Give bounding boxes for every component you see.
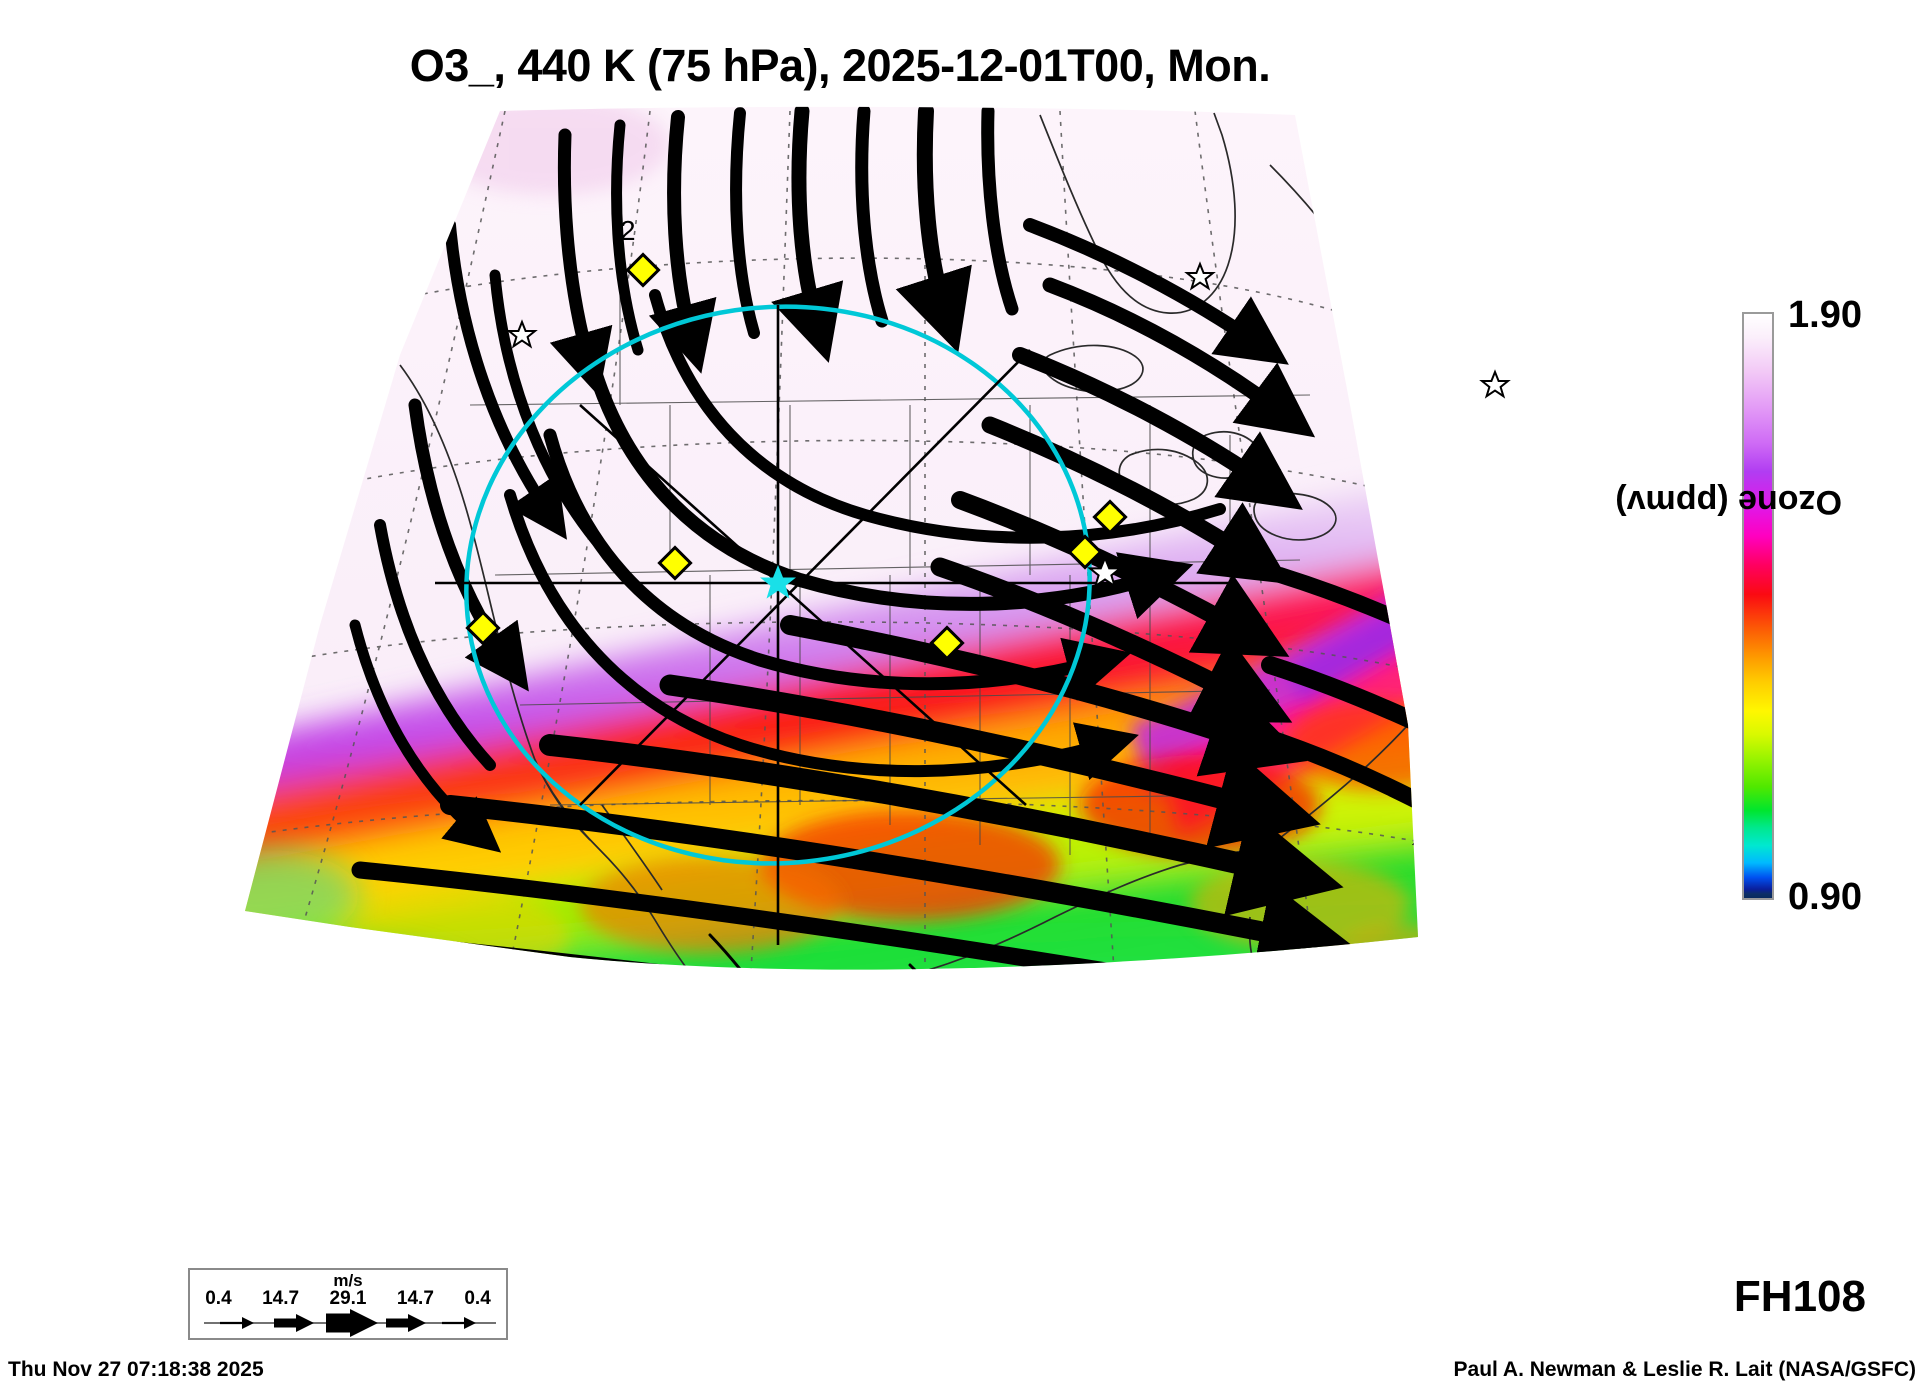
wind-tick-2: 29.1 — [329, 1288, 367, 1309]
ozone-shaded-field — [245, 106, 1418, 970]
map-panel[interactable]: 2 — [150, 105, 1530, 1115]
site-marker-star[interactable] — [506, 261, 1511, 589]
colorbar[interactable]: 1.90 0.90 Ozone (ppmv) — [1615, 294, 1922, 918]
colorbar-axis-title: Ozone (ppmv) — [1615, 483, 1842, 521]
center-star-marker[interactable] — [760, 565, 796, 599]
colorbar-max-label: 1.90 — [1788, 294, 1862, 336]
wind-tick-0: 0.4 — [205, 1288, 232, 1309]
render-timestamp: Thu Nov 27 07:18:38 2025 — [8, 1358, 264, 1381]
map-markers[interactable] — [465, 252, 1511, 661]
wind-tick-labels: 0.4 14.7 29.1 14.7 0.4 — [190, 1288, 506, 1310]
forecast-hour-label: FH108 — [1733, 1272, 1866, 1321]
colorbar-min-label: 0.90 — [1788, 876, 1862, 918]
colorbar-gradient — [1742, 312, 1774, 900]
wind-scale-arrows — [204, 1309, 496, 1337]
wind-tick-1: 14.7 — [262, 1288, 300, 1309]
flight-tracks — [435, 305, 1230, 945]
contour-label-2: 2 — [620, 215, 636, 246]
wind-scale-key: m/s 0.4 14.7 29.1 14.7 0.4 — [188, 1268, 508, 1340]
wind-units-label: m/s — [333, 1271, 363, 1290]
station-marker-diamond[interactable] — [465, 252, 1128, 661]
author-credit: Paul A. Newman & Leslie R. Lait (NASA/GS… — [1453, 1358, 1916, 1381]
map-canvas[interactable]: 2 — [150, 105, 1530, 1115]
wind-tick-3: 14.7 — [396, 1288, 434, 1309]
page-title: O3_, 440 K (75 hPa), 2025-12-01T00, Mon. — [409, 40, 1271, 91]
wind-tick-4: 0.4 — [464, 1288, 491, 1309]
